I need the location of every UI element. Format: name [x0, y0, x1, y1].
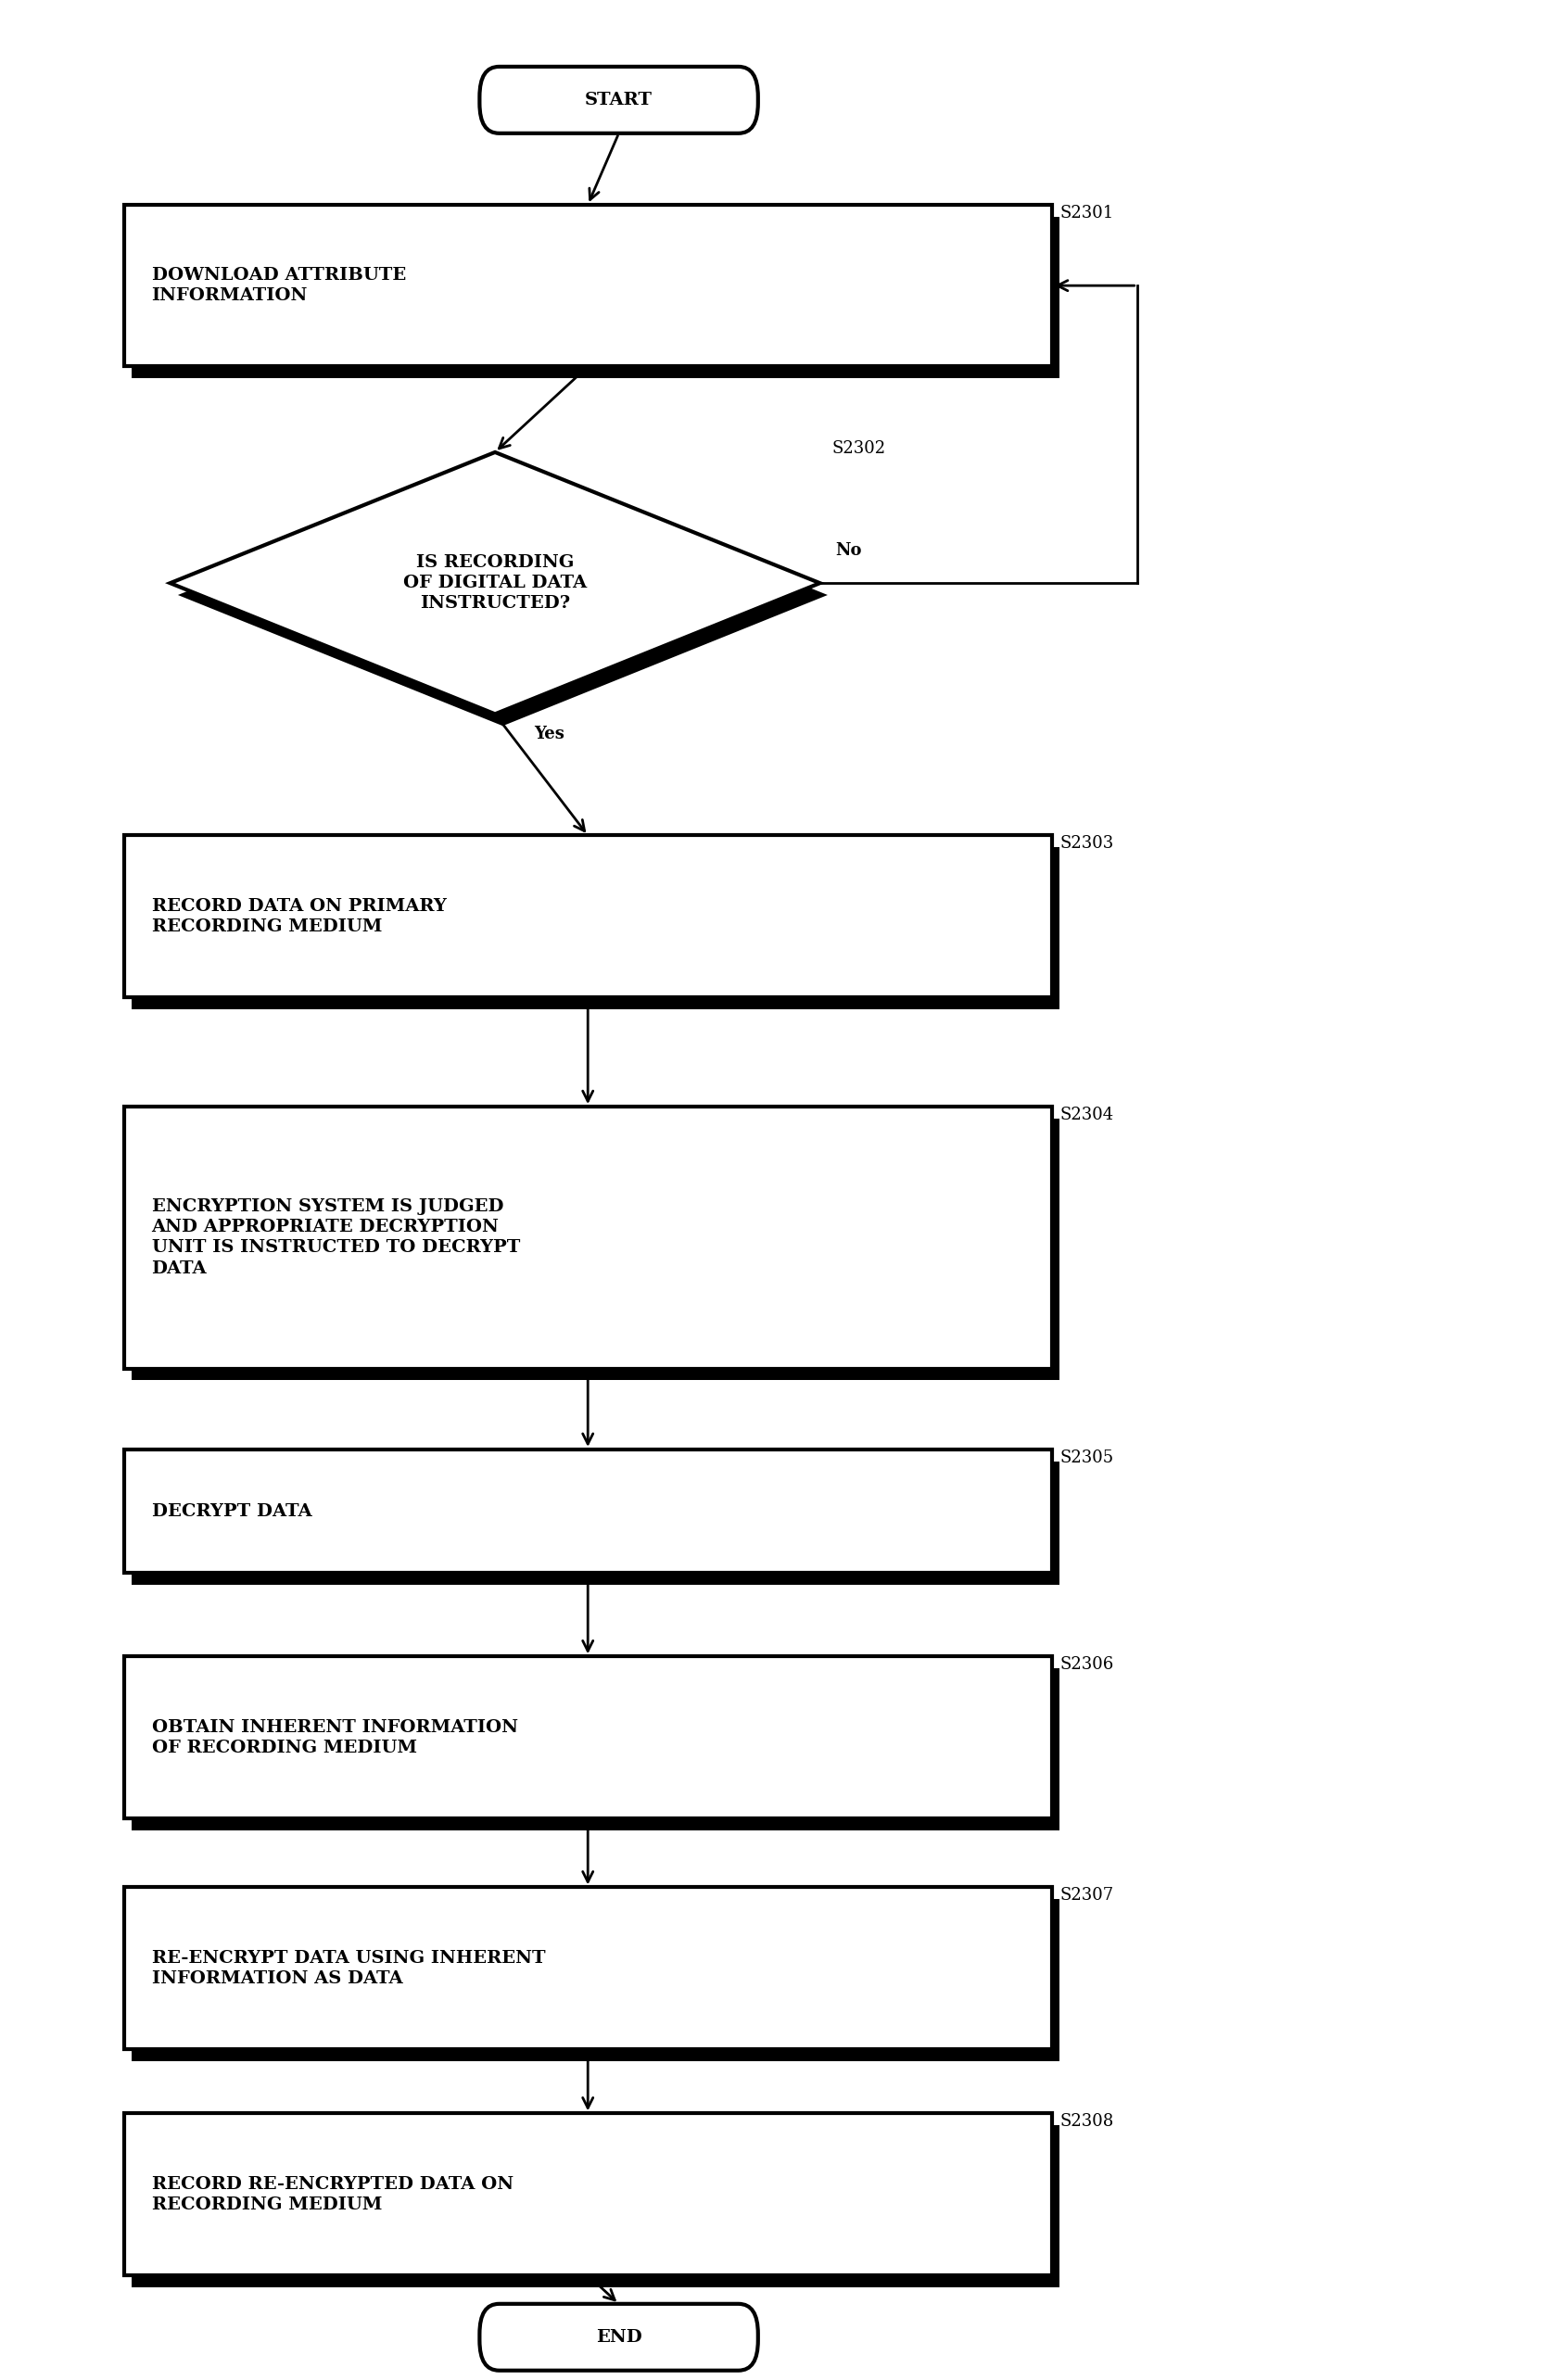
Text: DOWNLOAD ATTRIBUTE
INFORMATION: DOWNLOAD ATTRIBUTE INFORMATION: [152, 267, 405, 305]
Text: START: START: [585, 90, 653, 109]
Text: No: No: [835, 543, 862, 559]
Bar: [131, 1668, 1060, 1830]
FancyBboxPatch shape: [480, 67, 758, 133]
Polygon shape: [178, 464, 828, 726]
Bar: [131, 1119, 1060, 1380]
Text: ENCRYPTION SYSTEM IS JUDGED
AND APPROPRIATE DECRYPTION
UNIT IS INSTRUCTED TO DEC: ENCRYPTION SYSTEM IS JUDGED AND APPROPRI…: [152, 1200, 520, 1276]
Bar: [124, 1107, 1052, 1368]
Bar: [124, 1449, 1052, 1573]
Text: S2301: S2301: [1060, 205, 1114, 221]
Text: RE-ENCRYPT DATA USING INHERENT
INFORMATION AS DATA: RE-ENCRYPT DATA USING INHERENT INFORMATI…: [152, 1949, 545, 1987]
Bar: [124, 205, 1052, 367]
Bar: [131, 847, 1060, 1009]
Text: S2305: S2305: [1060, 1449, 1114, 1466]
Bar: [124, 1887, 1052, 2049]
Text: S2308: S2308: [1060, 2113, 1114, 2130]
Bar: [131, 1899, 1060, 2061]
Polygon shape: [170, 452, 820, 714]
Text: S2302: S2302: [832, 440, 886, 457]
Text: RECORD RE-ENCRYPTED DATA ON
RECORDING MEDIUM: RECORD RE-ENCRYPTED DATA ON RECORDING ME…: [152, 2175, 514, 2213]
Bar: [124, 835, 1052, 997]
Bar: [131, 2125, 1060, 2287]
Text: Yes: Yes: [534, 726, 565, 743]
Text: S2303: S2303: [1060, 835, 1114, 852]
Text: DECRYPT DATA: DECRYPT DATA: [152, 1502, 311, 1521]
Text: S2306: S2306: [1060, 1656, 1114, 1673]
Bar: [124, 2113, 1052, 2275]
Text: OBTAIN INHERENT INFORMATION
OF RECORDING MEDIUM: OBTAIN INHERENT INFORMATION OF RECORDING…: [152, 1718, 518, 1756]
FancyBboxPatch shape: [480, 2304, 758, 2370]
Text: RECORD DATA ON PRIMARY
RECORDING MEDIUM: RECORD DATA ON PRIMARY RECORDING MEDIUM: [152, 897, 446, 935]
Text: END: END: [596, 2328, 642, 2347]
Bar: [131, 217, 1060, 378]
Text: IS RECORDING
OF DIGITAL DATA
INSTRUCTED?: IS RECORDING OF DIGITAL DATA INSTRUCTED?: [404, 555, 586, 612]
Text: S2307: S2307: [1060, 1887, 1114, 1904]
Bar: [131, 1461, 1060, 1585]
Text: S2304: S2304: [1060, 1107, 1114, 1123]
Bar: [124, 1656, 1052, 1818]
